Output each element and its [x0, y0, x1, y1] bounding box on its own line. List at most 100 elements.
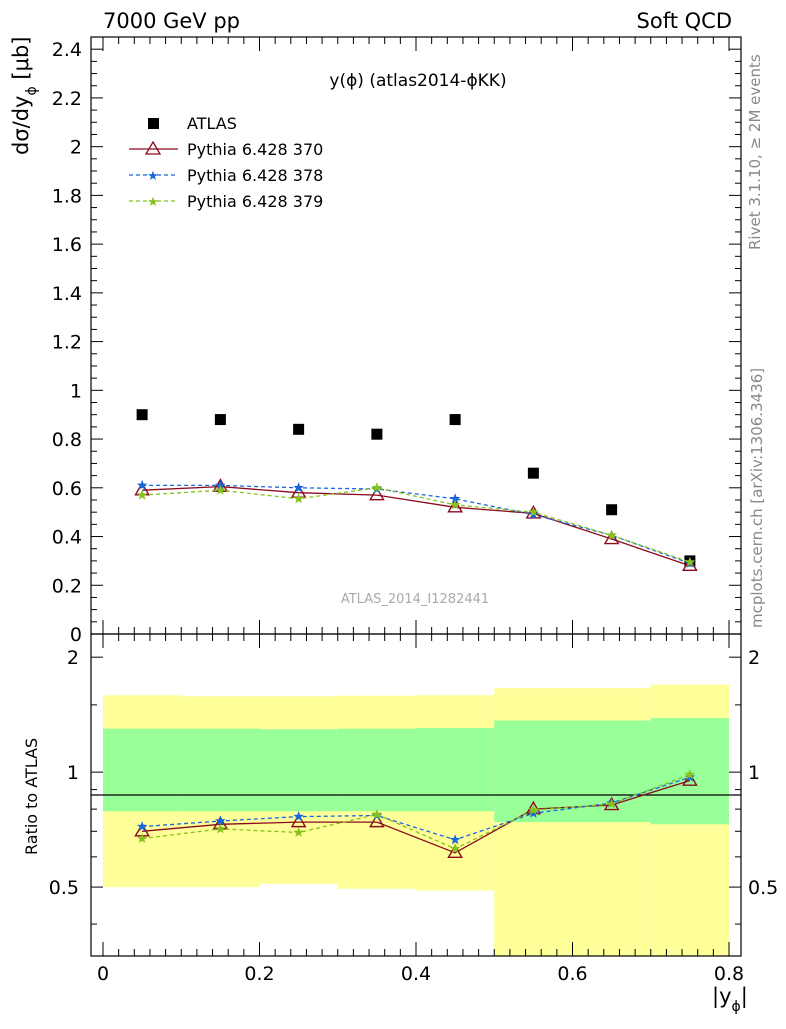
pythia-379-point — [606, 529, 617, 540]
ratio-uncertainty-bands — [103, 684, 729, 956]
ratio-379-line — [142, 773, 691, 850]
legend-378-label: Pythia 6.428 378 — [187, 166, 323, 185]
header-right: Soft QCD — [637, 9, 732, 33]
ratio-378-point — [449, 834, 461, 845]
ratio-plot: 0.5 0.51 12 2 0 0.2 0.4 0.6 0.8 Ratio to ATLAS … — [22, 633, 778, 1015]
legend-entry-378: ★ Pythia 6.428 378 — [129, 166, 323, 185]
pythia-379-point — [136, 489, 148, 500]
pythia-379-point — [215, 484, 226, 495]
main-y-tick-label: 0.4 — [52, 527, 82, 549]
ratio-x-axis: 0 0.2 0.4 0.6 0.8 — [97, 634, 744, 985]
legend: ATLAS Pythia 6.428 370 ★ Pythia 6.428 37… — [129, 114, 323, 211]
ratio-band-inner — [337, 728, 416, 812]
ratio-379-point — [449, 843, 461, 854]
ratio-370-point — [682, 772, 698, 786]
main-plot: 0 0.2 0.4 0.6 0.8 1 1.2 1.4 1.6 1.8 2 2.2 2.4 ATLAS_… — [9, 36, 742, 646]
ratio-y-tick-label: 2 — [67, 647, 79, 669]
legend-entry-atlas: ATLAS — [148, 114, 237, 133]
plot-title: y(ϕ) (atlas2014-ϕKK) — [329, 71, 506, 91]
ratio-379-point — [293, 827, 304, 837]
main-y-tick-label: 1.6 — [52, 234, 82, 256]
legend-atlas-label: ATLAS — [187, 114, 237, 133]
atlas-point — [371, 428, 383, 440]
mcplots-credit: mcplots.cern.ch [arXiv:1306.3436] — [748, 368, 766, 628]
ratio-y-tick-label-right: 0.5 — [748, 877, 778, 899]
pythia-370-point — [682, 557, 698, 572]
ratio-series — [134, 769, 698, 859]
main-y-axis-label: dσ/dyϕ [μb] — [9, 37, 40, 156]
ratio-band-inner — [259, 729, 338, 812]
pythia-370-point — [369, 486, 385, 501]
atlas-point — [449, 414, 461, 426]
pythia-370-point — [447, 498, 463, 513]
ratio-370-line — [142, 779, 691, 854]
pythia-378-point — [136, 479, 148, 490]
pythia-370-line — [142, 485, 691, 567]
ratio-y-axis: 0.5 0.5 1 1 2 2 — [49, 647, 778, 925]
legend-atlas-marker — [148, 118, 159, 129]
ratio-379-point — [371, 808, 383, 819]
main-y-axis: 0 0.2 0.4 0.6 0.8 1 1.2 1.4 1.6 1.8 2 2.2 2.4 — [52, 36, 741, 646]
ratio-band-inner — [181, 728, 260, 812]
main-y-tick-label: 1.4 — [52, 283, 82, 305]
main-y-tick-label: 1.2 — [52, 332, 82, 354]
pythia-379-point — [684, 556, 696, 567]
ratio-band-inner — [103, 728, 182, 812]
legend-entry-370: Pythia 6.428 370 — [129, 140, 323, 159]
atlas-point — [606, 504, 618, 516]
ratio-370-point — [369, 813, 385, 828]
main-y-tick-label: 2.2 — [52, 88, 82, 110]
pythia-379-point — [293, 493, 304, 504]
legend-370-marker — [144, 140, 162, 155]
ratio-378-point — [136, 821, 148, 832]
ratio-378-point — [215, 815, 226, 826]
main-y-tick-label: 0.2 — [52, 575, 82, 597]
main-y-tick-label: 0.8 — [52, 429, 82, 451]
pythia-378-line — [142, 484, 691, 564]
ratio-370-point — [447, 844, 463, 859]
main-x-axis-ticks — [102, 37, 730, 634]
atlas-point — [136, 409, 148, 421]
main-y-tick-label: 2.4 — [52, 39, 82, 61]
ratio-y-tick-label: 0.5 — [49, 877, 79, 899]
pythia-379-point — [371, 482, 383, 493]
ratio-y-axis-label: Ratio to ATLAS — [22, 738, 41, 855]
ratio-378-line — [142, 776, 691, 841]
main-y-tick-label: 1 — [70, 380, 82, 402]
pythia-378-point — [449, 493, 461, 504]
pythia-370-point — [603, 530, 620, 545]
legend-entry-379: ★ Pythia 6.428 379 — [129, 192, 323, 211]
legend-379-marker: ★ — [147, 195, 159, 210]
atlas-point — [293, 423, 305, 435]
rivet-version: Rivet 3.1.10, ≥ 2M events — [746, 54, 764, 250]
pythia-370-point — [525, 504, 542, 519]
legend-378-marker: ★ — [147, 169, 159, 184]
x-tick-label: 0 — [97, 963, 109, 985]
x-axis-label: |yϕ| — [712, 984, 748, 1015]
ratio-y-tick-label-right: 2 — [748, 647, 760, 669]
pythia-378-point — [293, 482, 304, 493]
main-y-tick-label: 0 — [70, 624, 82, 646]
x-tick-label: 0.2 — [244, 963, 274, 985]
legend-379-label: Pythia 6.428 379 — [187, 192, 323, 211]
atlas-point — [214, 414, 226, 426]
main-y-tick-label: 1.8 — [52, 185, 82, 207]
x-tick-label: 0.8 — [714, 963, 744, 985]
ratio-378-point — [293, 811, 304, 821]
analysis-watermark: ATLAS_2014_I1282441 — [341, 592, 489, 607]
atlas-point — [527, 467, 539, 479]
ratio-370-point — [290, 813, 307, 828]
ratio-379-point — [684, 769, 696, 780]
header-left: 7000 GeV pp — [103, 9, 240, 33]
legend-370-label: Pythia 6.428 370 — [187, 140, 323, 159]
pythia-379-point — [449, 499, 461, 510]
ratio-379-point — [606, 798, 617, 809]
ratio-378-point — [528, 807, 539, 818]
ratio-band-inner — [416, 727, 495, 812]
x-tick-label: 0.4 — [401, 963, 431, 985]
ratio-y-tick-label: 1 — [67, 762, 79, 784]
ratio-y-tick-label-right: 1 — [748, 762, 760, 784]
main-series — [134, 409, 698, 572]
main-y-tick-label: 2 — [70, 137, 82, 159]
